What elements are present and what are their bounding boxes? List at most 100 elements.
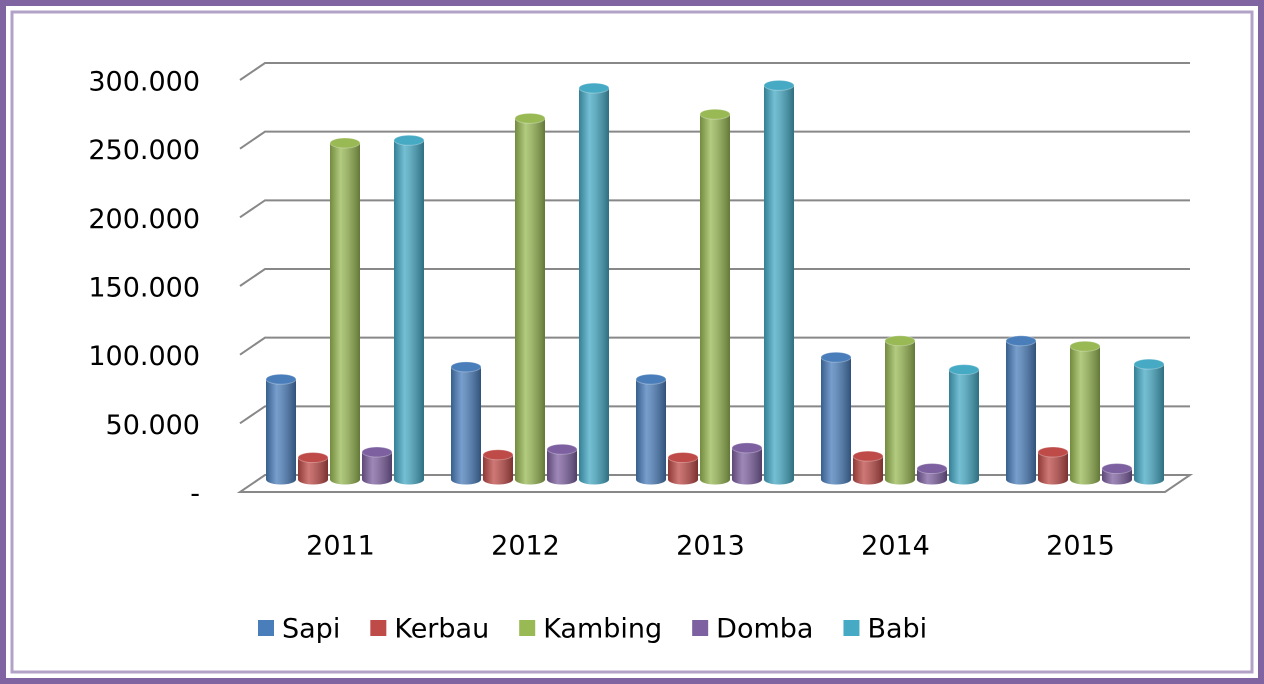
bar-shade [1070, 346, 1100, 485]
legend-swatch [258, 620, 274, 636]
bar-top [1133, 358, 1165, 370]
legend-label: Kambing [543, 614, 662, 645]
y-tick-label: 300.000 [88, 67, 200, 98]
bar-shade [821, 357, 851, 485]
bar-shade [451, 366, 481, 485]
bar [1101, 463, 1133, 485]
grid-line [239, 405, 1190, 425]
bar-top [482, 449, 514, 461]
bar [916, 463, 948, 485]
bar-top [265, 373, 297, 385]
legend-label: Kerbau [394, 614, 489, 645]
bar-shade [1134, 364, 1164, 485]
bar-shade [949, 369, 979, 485]
legend-label: Sapi [282, 614, 340, 645]
bar-shade [764, 85, 794, 485]
bar-shade [298, 457, 328, 485]
bar-top [820, 351, 852, 363]
bar [393, 134, 425, 485]
bar-top [361, 446, 393, 458]
bar-top [450, 361, 482, 373]
bar [1037, 446, 1069, 485]
bar-top [1037, 446, 1069, 458]
bar-top [514, 112, 546, 124]
bar [884, 335, 916, 485]
bar-top [763, 79, 795, 91]
bar-shade [483, 454, 513, 485]
bar [763, 79, 795, 485]
grid-line [239, 130, 1190, 150]
bar [265, 373, 297, 485]
bar-top [546, 443, 578, 455]
bar [546, 443, 578, 485]
bar-shade [1038, 452, 1068, 485]
grid-line [239, 62, 1190, 81]
frame-inner [10, 10, 1254, 674]
bar-shade [547, 449, 577, 485]
bar-top [731, 442, 763, 454]
bar [482, 449, 514, 485]
bar [820, 351, 852, 485]
bar-top [1005, 335, 1037, 347]
bar-shade [394, 140, 424, 485]
bar-shade [515, 118, 545, 485]
legend-swatch [519, 620, 536, 636]
grid-line [239, 268, 1190, 287]
bar-top [393, 134, 425, 146]
bar-top [635, 373, 667, 385]
bar [514, 112, 546, 485]
bar [635, 373, 667, 485]
bar-top [578, 82, 610, 94]
bar-shade [732, 447, 762, 485]
bar-shade [266, 379, 296, 485]
bar-shade [700, 114, 730, 485]
bar-shade [636, 379, 666, 485]
bar [699, 108, 731, 485]
bar-top [916, 463, 948, 475]
bar-shade [362, 452, 392, 485]
bar-top [948, 364, 980, 376]
bar [450, 361, 482, 485]
legend-swatch [843, 620, 860, 636]
bar-top [297, 452, 329, 464]
bar [297, 452, 329, 485]
bar-top [699, 108, 731, 120]
bar [948, 364, 980, 485]
x-tick-label: 2014 [861, 531, 930, 562]
y-tick-label: 150.000 [88, 273, 200, 304]
x-tick-label: 2013 [676, 531, 745, 562]
bar-shade [885, 340, 915, 485]
x-tick-label: 2012 [491, 531, 560, 562]
bar [329, 137, 361, 485]
legend-label: Domba [716, 614, 813, 645]
y-tick-label: 200.000 [88, 204, 200, 235]
bar-top [884, 335, 916, 347]
grid-line [239, 199, 1190, 219]
bar-top [329, 137, 361, 149]
bar-shade [330, 143, 360, 485]
bar [361, 446, 393, 485]
bar [667, 452, 699, 485]
bar [852, 450, 884, 485]
legend-label: Babi [867, 614, 927, 645]
bar [1133, 358, 1165, 485]
legend-swatch [692, 620, 709, 636]
x-tick-label: 2011 [306, 531, 375, 562]
grid-line [239, 336, 1190, 356]
bar-top [667, 452, 699, 464]
x-tick-label: 2015 [1046, 531, 1115, 562]
bar-shade [853, 456, 883, 485]
y-tick-label: 250.000 [88, 135, 200, 166]
bar [578, 82, 610, 485]
bar-top [1069, 340, 1101, 352]
bar-top [1101, 463, 1133, 475]
y-tick-label: 100.000 [88, 341, 200, 372]
bar [1069, 340, 1101, 485]
bar-shade [1006, 340, 1036, 485]
bar [731, 442, 763, 485]
y-tick-label: 50.000 [106, 410, 200, 441]
bar-top [852, 450, 884, 462]
bar [1005, 335, 1037, 485]
